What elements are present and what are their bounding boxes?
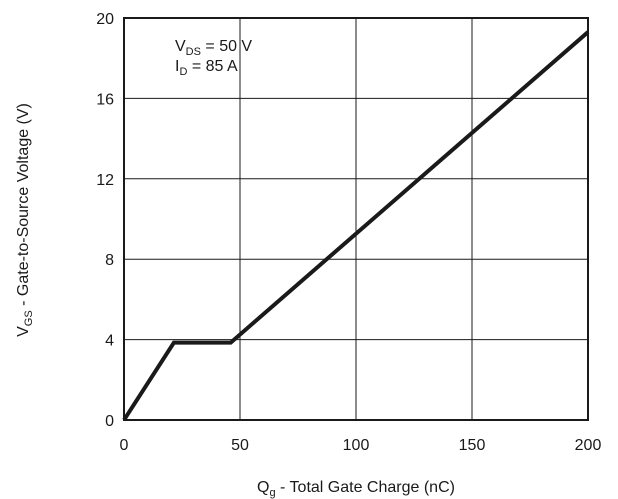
y-tick-label: 0 <box>105 413 114 430</box>
x-tick-label: 150 <box>459 437 486 454</box>
plot-frame <box>123 17 589 421</box>
y-tick-label: 20 <box>96 11 114 28</box>
x-tick-labels: 0 50 100 150 200 <box>120 437 602 454</box>
series-line <box>122 30 590 422</box>
x-axis-label: Qg - Total Gate Charge (nC) <box>257 479 455 499</box>
y-tick-label: 12 <box>96 172 114 189</box>
annotation-id: ID = 85 A <box>175 58 238 78</box>
series-layer <box>122 30 590 422</box>
x-tick-label: 100 <box>343 437 370 454</box>
annotation-vds: VDS = 50 V <box>175 38 252 58</box>
x-tick-label: 200 <box>575 437 602 454</box>
y-axis-label: VGS - Gate-to-Source Voltage (V) <box>15 103 35 337</box>
y-tick-label: 8 <box>105 252 114 269</box>
x-tick-label: 0 <box>120 437 129 454</box>
y-tick-label: 16 <box>96 91 114 108</box>
grid <box>123 17 589 421</box>
y-tick-label: 4 <box>105 333 114 350</box>
x-tick-label: 50 <box>231 437 249 454</box>
y-tick-labels: 0 4 8 12 16 20 <box>96 11 114 430</box>
